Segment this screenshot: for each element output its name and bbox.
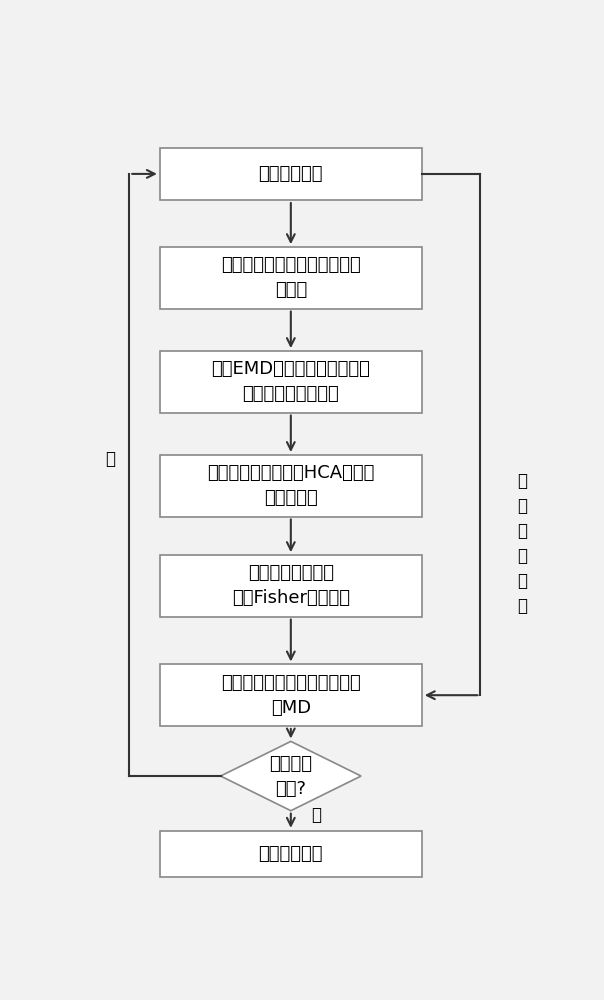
Bar <box>159 555 422 617</box>
Text: 定位故障模式: 定位故障模式 <box>259 845 323 863</box>
Text: 轴承在线监测: 轴承在线监测 <box>259 165 323 183</box>
Text: 基于EMD分解提取能量特征向
量、构建训练样本集: 基于EMD分解提取能量特征向 量、构建训练样本集 <box>211 360 370 403</box>
Text: 否: 否 <box>312 806 321 824</box>
Text: 是: 是 <box>106 450 115 468</box>
Text: 提取判别分析函数
构建Fisher判别总体: 提取判别分析函数 构建Fisher判别总体 <box>232 564 350 607</box>
Text: 实
时
状
态
数
据: 实 时 状 态 数 据 <box>518 472 527 615</box>
Text: 获取正常和故障状态下振动监
测信号: 获取正常和故障状态下振动监 测信号 <box>221 256 361 299</box>
Bar <box>159 455 422 517</box>
Bar <box>159 148 422 200</box>
Text: 基于系统聚类分析（HCA）验证
样本可分性: 基于系统聚类分析（HCA）验证 样本可分性 <box>207 464 374 507</box>
Bar <box>159 247 422 309</box>
Bar <box>159 351 422 413</box>
Bar <box>159 664 422 726</box>
Polygon shape <box>220 741 361 811</box>
Bar <box>159 831 422 877</box>
Text: 计算实时状态与各个总体之间
的MD: 计算实时状态与各个总体之间 的MD <box>221 674 361 717</box>
Text: 工作状态
正常?: 工作状态 正常? <box>269 755 312 798</box>
